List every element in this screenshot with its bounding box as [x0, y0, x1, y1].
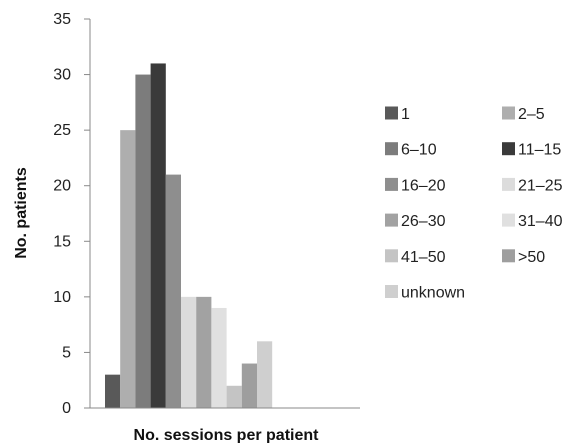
y-tick-label: 5	[62, 344, 71, 361]
legend-swatch-7	[385, 213, 398, 227]
y-tick-label: 20	[53, 178, 71, 195]
bar-5	[165, 174, 181, 408]
y-tick-label: 10	[53, 289, 71, 306]
y-axis-title: No. patients	[13, 167, 30, 259]
legend-swatch-11	[385, 285, 398, 298]
bar-1	[105, 374, 121, 408]
legend-label-1: 1	[401, 106, 410, 123]
bar-6	[181, 296, 197, 408]
legend-swatch-6	[502, 177, 515, 191]
legend-label-5: 16–20	[401, 177, 446, 194]
legend-label-3: 6–10	[401, 142, 437, 159]
legend: 1 2–5 6–10 11–15 16–20 21–25 26–30 31–40 41–50 >5…	[385, 106, 563, 302]
legend-swatch-2	[502, 106, 515, 120]
bar-9	[226, 385, 242, 408]
legend-label-9: 41–50	[401, 249, 446, 266]
legend-label-2: 2–5	[518, 106, 545, 123]
legend-swatch-4	[502, 142, 515, 156]
y-tick-label: 0	[62, 400, 71, 417]
legend-swatch-9	[385, 249, 398, 263]
bar-11	[257, 341, 273, 408]
legend-swatch-10	[502, 249, 515, 263]
legend-swatch-5	[385, 177, 398, 191]
y-tick-label: 15	[53, 233, 71, 250]
bar-8	[211, 307, 227, 408]
legend-label-6: 21–25	[518, 177, 563, 194]
bar-7	[196, 296, 212, 408]
legend-label-11: unknown	[401, 285, 465, 302]
bars-group	[105, 63, 273, 409]
x-axis-title: No. sessions per patient	[134, 427, 320, 443]
bar-3	[135, 74, 151, 409]
bar-10	[241, 363, 257, 408]
bar-2	[120, 130, 136, 408]
legend-label-4: 11–15	[518, 142, 561, 159]
y-tick-label: 30	[53, 67, 71, 84]
legend-label-7: 26–30	[401, 213, 446, 230]
bar-4	[150, 63, 166, 408]
y-tick-label: 25	[53, 122, 71, 139]
legend-swatch-1	[385, 106, 398, 120]
y-tick-label: 35	[53, 11, 71, 28]
legend-swatch-8	[502, 213, 515, 227]
legend-label-8: 31–40	[518, 213, 563, 230]
legend-label-10: >50	[518, 249, 545, 266]
legend-swatch-3	[385, 142, 398, 156]
y-axis-ticks: 0 5 10 15 20 25 30 35	[53, 11, 90, 417]
